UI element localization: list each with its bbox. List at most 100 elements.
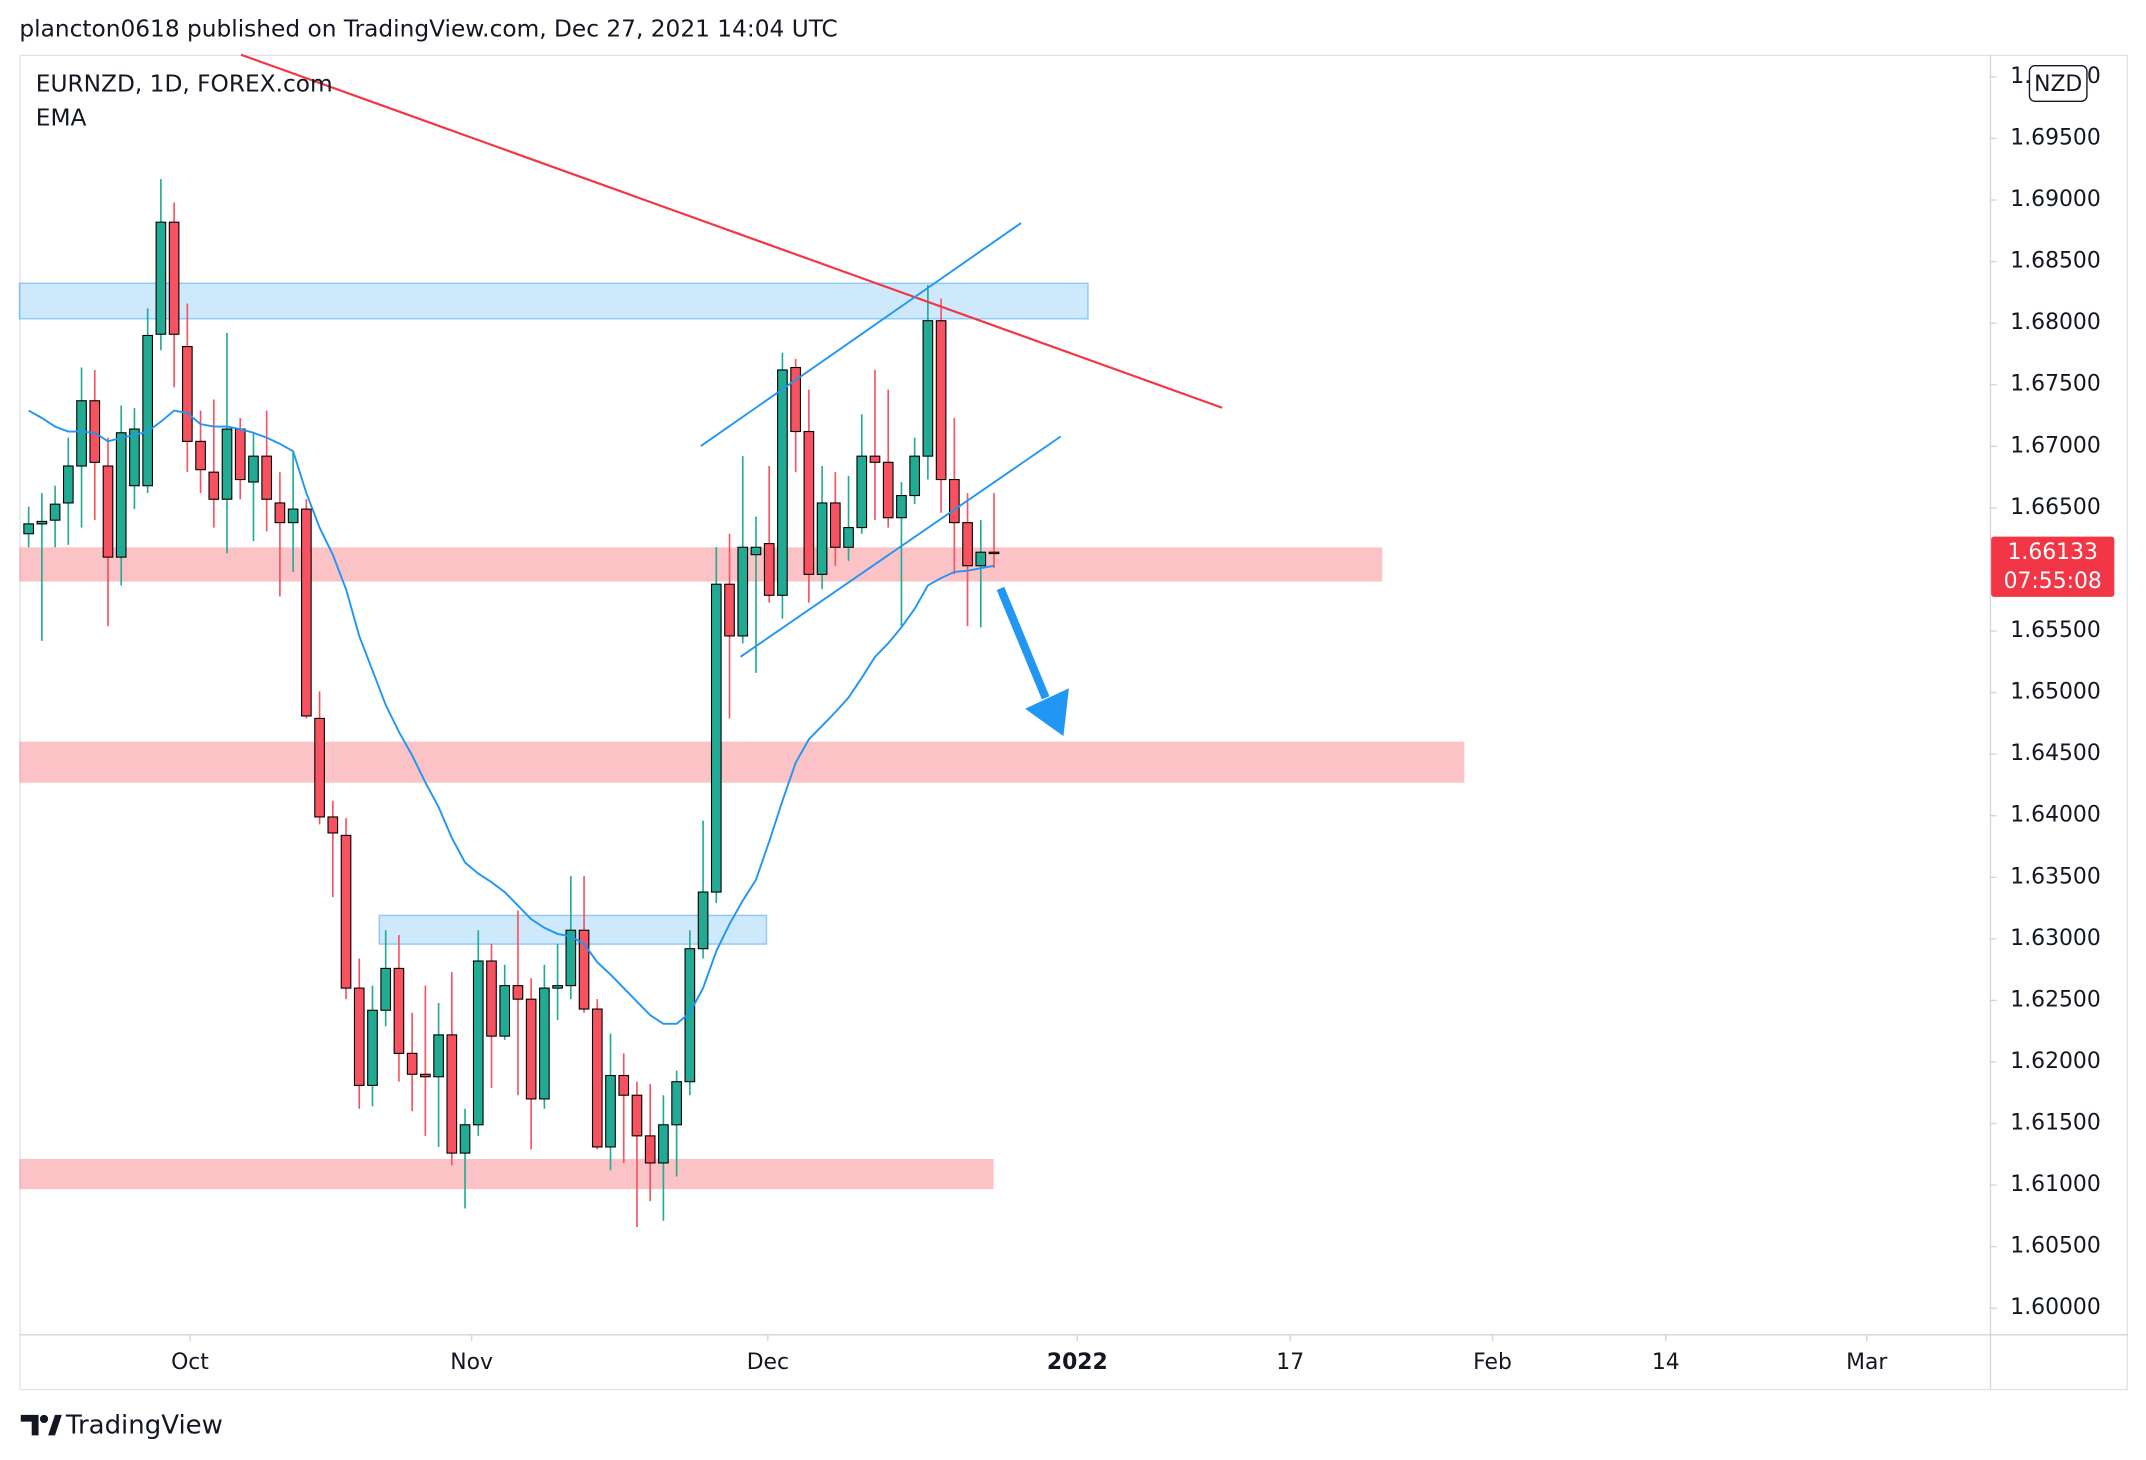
- candle-body: [525, 998, 537, 1100]
- y-tick-label: 1.67500: [2010, 372, 2100, 397]
- candle-body: [76, 400, 87, 467]
- y-tick-label: 1.60000: [2010, 1295, 2100, 1320]
- candle-body: [724, 583, 735, 637]
- y-tick-label: 1.67000: [2010, 433, 2100, 458]
- candle-body: [459, 1124, 471, 1154]
- candle-body: [948, 479, 960, 524]
- candle-body: [644, 1135, 656, 1164]
- x-tick-label: 14: [1652, 1350, 1680, 1375]
- arrow-head: [1025, 688, 1069, 737]
- candle-body: [856, 455, 868, 529]
- candle-body: [314, 717, 325, 818]
- support-zone: [19, 741, 1465, 783]
- last-price-label: 1.66133: [2007, 540, 2097, 565]
- candle-body: [671, 1081, 682, 1126]
- candle-body: [843, 527, 854, 548]
- logo-mark: [48, 1414, 62, 1436]
- candle-body: [49, 503, 61, 521]
- countdown-label: 07:55:08: [2004, 569, 2102, 594]
- frame: [19, 54, 2128, 1391]
- channel-line: [739, 435, 1062, 658]
- currency-box: [2028, 64, 2088, 102]
- candle-body: [763, 543, 775, 596]
- y-tick-label: 1.61000: [2010, 1172, 2100, 1197]
- candle-body: [631, 1094, 643, 1137]
- x-tick-label: 17: [1276, 1350, 1304, 1375]
- currency: NZD: [2034, 72, 2082, 97]
- candle-body: [777, 369, 788, 596]
- y-tick-label: 1.64500: [2010, 741, 2100, 766]
- candle-body: [486, 960, 497, 1037]
- candle-body: [261, 455, 273, 500]
- candle-body: [62, 465, 74, 504]
- candle-body: [234, 428, 246, 481]
- y-tick-label: 1.63000: [2010, 926, 2100, 951]
- x-tick-label: Nov: [450, 1350, 493, 1375]
- candle-body: [420, 1073, 431, 1078]
- candle-body: [552, 985, 563, 989]
- candle-body: [909, 455, 920, 497]
- candle-body: [658, 1124, 669, 1164]
- candle-body: [816, 502, 828, 575]
- candle-body: [803, 430, 815, 575]
- footer-brand: TradingView: [65, 1410, 223, 1440]
- x-tick-label: Oct: [171, 1350, 209, 1375]
- candle-body: [710, 583, 722, 893]
- y-tick-label: 1.66500: [2010, 495, 2100, 520]
- candle-body: [142, 334, 154, 487]
- footer-logo: [20, 1414, 62, 1436]
- y-tick-label: 1.69500: [2010, 125, 2100, 150]
- x-tick-label: 2022: [1047, 1350, 1108, 1375]
- candle-body: [393, 967, 405, 1054]
- candle-body: [195, 440, 206, 471]
- y-tick-label: 1.61500: [2010, 1111, 2100, 1136]
- overlays: [240, 53, 1223, 737]
- candle-body: [287, 508, 299, 524]
- candle-body: [353, 987, 365, 1086]
- candle-body: [605, 1074, 616, 1148]
- candle-body: [102, 465, 114, 558]
- candle-body: [327, 816, 339, 834]
- y-tick-label: 1.63500: [2010, 864, 2100, 889]
- candle-body: [340, 834, 352, 989]
- candle-body: [697, 891, 709, 950]
- candle-body: [975, 551, 987, 567]
- y-tick-label: 1.69000: [2010, 187, 2100, 212]
- candle-body: [935, 320, 947, 481]
- candle-body: [380, 967, 392, 1011]
- symbol-legend: EURNZD, 1D, FOREX.com: [36, 70, 333, 97]
- y-tick-label: 1.62500: [2010, 987, 2100, 1012]
- candle-body: [248, 455, 259, 483]
- candle-body: [896, 495, 907, 519]
- candle-body: [565, 929, 577, 987]
- x-tick-label: Dec: [747, 1350, 789, 1375]
- candle-body: [221, 428, 233, 500]
- y-tick-label: 1.62000: [2010, 1049, 2100, 1074]
- logo-dot: [39, 1414, 49, 1424]
- indicator-legend: EMA: [36, 105, 87, 132]
- channel-line: [700, 222, 1022, 447]
- y-tick-label: 1.68500: [2010, 249, 2100, 274]
- header-title: plancton0618 published on TradingView.co…: [19, 16, 837, 43]
- candle-body: [23, 523, 34, 535]
- support-zone: [19, 547, 1383, 582]
- candle-body: [578, 929, 590, 1010]
- candle-body: [962, 522, 973, 567]
- candle-body: [591, 1008, 603, 1148]
- candle-body: [208, 471, 220, 500]
- candle-body: [472, 960, 484, 1126]
- candle-body: [115, 432, 127, 558]
- y-tick-label: 1.60500: [2010, 1234, 2100, 1259]
- candle-body: [790, 366, 801, 433]
- trend-line: [240, 53, 1223, 409]
- x-tick-label: Feb: [1473, 1350, 1512, 1375]
- candle-body: [869, 455, 881, 463]
- logo-mark: [20, 1414, 39, 1436]
- candle-body: [406, 1052, 418, 1075]
- candle-body: [168, 221, 180, 335]
- y-tick-label: 1.65000: [2010, 680, 2100, 705]
- candle-body: [301, 508, 312, 717]
- candle-body: [129, 428, 140, 487]
- candle-body: [988, 551, 1000, 555]
